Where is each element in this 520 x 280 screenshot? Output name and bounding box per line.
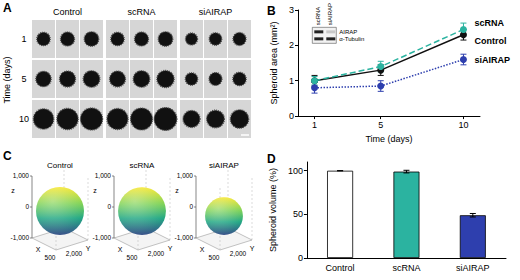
- svg-text:1: 1: [312, 120, 317, 130]
- svg-text:500: 500: [45, 254, 56, 261]
- svg-text:1,000: 1,000: [177, 172, 194, 179]
- svg-text:500: 500: [127, 254, 138, 261]
- svg-text:0: 0: [25, 203, 29, 210]
- svg-text:siAIRAP: siAIRAP: [456, 263, 490, 273]
- svg-text:Time (days): Time (days): [2, 56, 12, 103]
- svg-text:scRNA: scRNA: [130, 161, 156, 170]
- svg-text:*: *: [470, 203, 475, 218]
- svg-text:A: A: [3, 1, 12, 15]
- svg-text:2: 2: [289, 40, 294, 50]
- svg-text:siAIRAP: siAIRAP: [327, 3, 333, 25]
- svg-text:X: X: [200, 246, 205, 253]
- svg-text:α-Tubulin: α-Tubulin: [339, 36, 364, 42]
- svg-text:-1,000: -1,000: [93, 234, 112, 241]
- svg-text:siAIRAP: siAIRAP: [199, 7, 233, 17]
- svg-text:siAIRAP: siAIRAP: [209, 161, 239, 170]
- svg-text:5: 5: [378, 120, 383, 130]
- svg-text:0: 0: [189, 203, 193, 210]
- svg-text:Spheroid volume (%): Spheroid volume (%): [268, 168, 278, 252]
- svg-text:scRNA: scRNA: [392, 263, 420, 273]
- svg-text:10: 10: [19, 114, 29, 124]
- svg-text:1,000: 1,000: [13, 172, 30, 179]
- svg-text:*: *: [461, 64, 466, 79]
- svg-text:scRNA: scRNA: [474, 18, 504, 28]
- svg-text:Control: Control: [474, 36, 506, 46]
- svg-text:Control: Control: [326, 263, 355, 273]
- svg-text:scRNA: scRNA: [127, 7, 155, 17]
- svg-text:AIRAP: AIRAP: [339, 29, 357, 35]
- svg-text:1: 1: [289, 76, 294, 86]
- svg-text:500: 500: [209, 254, 220, 261]
- svg-text:scRNA: scRNA: [315, 7, 321, 26]
- svg-text:siAIRAP: siAIRAP: [474, 55, 510, 65]
- svg-text:5: 5: [21, 74, 26, 84]
- svg-text:C: C: [3, 149, 12, 163]
- svg-text:-1,000: -1,000: [175, 234, 194, 241]
- svg-text:1: 1: [21, 34, 26, 44]
- svg-text:0: 0: [289, 111, 294, 121]
- svg-text:2,000: 2,000: [230, 250, 247, 257]
- svg-text:X: X: [118, 246, 123, 253]
- svg-text:z: z: [11, 187, 15, 194]
- svg-text:X: X: [36, 246, 41, 253]
- svg-text:Control: Control: [47, 161, 73, 170]
- svg-text:2,000: 2,000: [148, 250, 165, 257]
- svg-text:50: 50: [293, 209, 303, 219]
- svg-text:Control: Control: [53, 7, 82, 17]
- svg-text:Time (days): Time (days): [365, 134, 412, 144]
- svg-text:z: z: [93, 187, 97, 194]
- svg-text:-1,000: -1,000: [11, 234, 30, 241]
- svg-text:1,000: 1,000: [95, 172, 112, 179]
- svg-text:z: z: [175, 187, 179, 194]
- svg-text:3: 3: [289, 5, 294, 15]
- svg-text:100: 100: [288, 166, 303, 176]
- svg-text:Y: Y: [168, 245, 173, 252]
- svg-text:0: 0: [107, 203, 111, 210]
- svg-text:B: B: [267, 4, 276, 18]
- svg-text:2,000: 2,000: [66, 250, 83, 257]
- svg-text:Spheroid area (mm²): Spheroid area (mm²): [269, 22, 279, 105]
- svg-text:Y: Y: [86, 245, 91, 252]
- svg-text:Y: Y: [250, 245, 255, 252]
- svg-text:*: *: [378, 91, 383, 106]
- svg-text:10: 10: [458, 120, 468, 130]
- svg-text:0: 0: [298, 253, 303, 263]
- svg-text:D: D: [267, 152, 276, 166]
